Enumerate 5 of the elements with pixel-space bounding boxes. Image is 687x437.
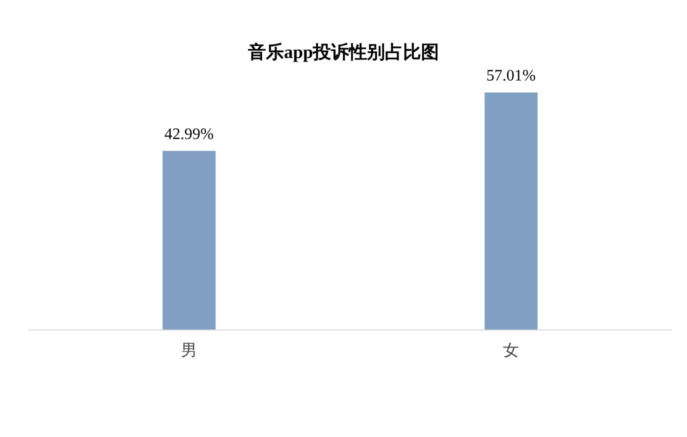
x-tick-label: 女 xyxy=(503,342,519,360)
x-tick-label: 男 xyxy=(181,342,197,360)
data-label: 42.99% xyxy=(164,126,214,143)
chart-title: 音乐app投诉性别占比图 xyxy=(246,41,440,64)
data-label: 57.01% xyxy=(486,67,536,84)
